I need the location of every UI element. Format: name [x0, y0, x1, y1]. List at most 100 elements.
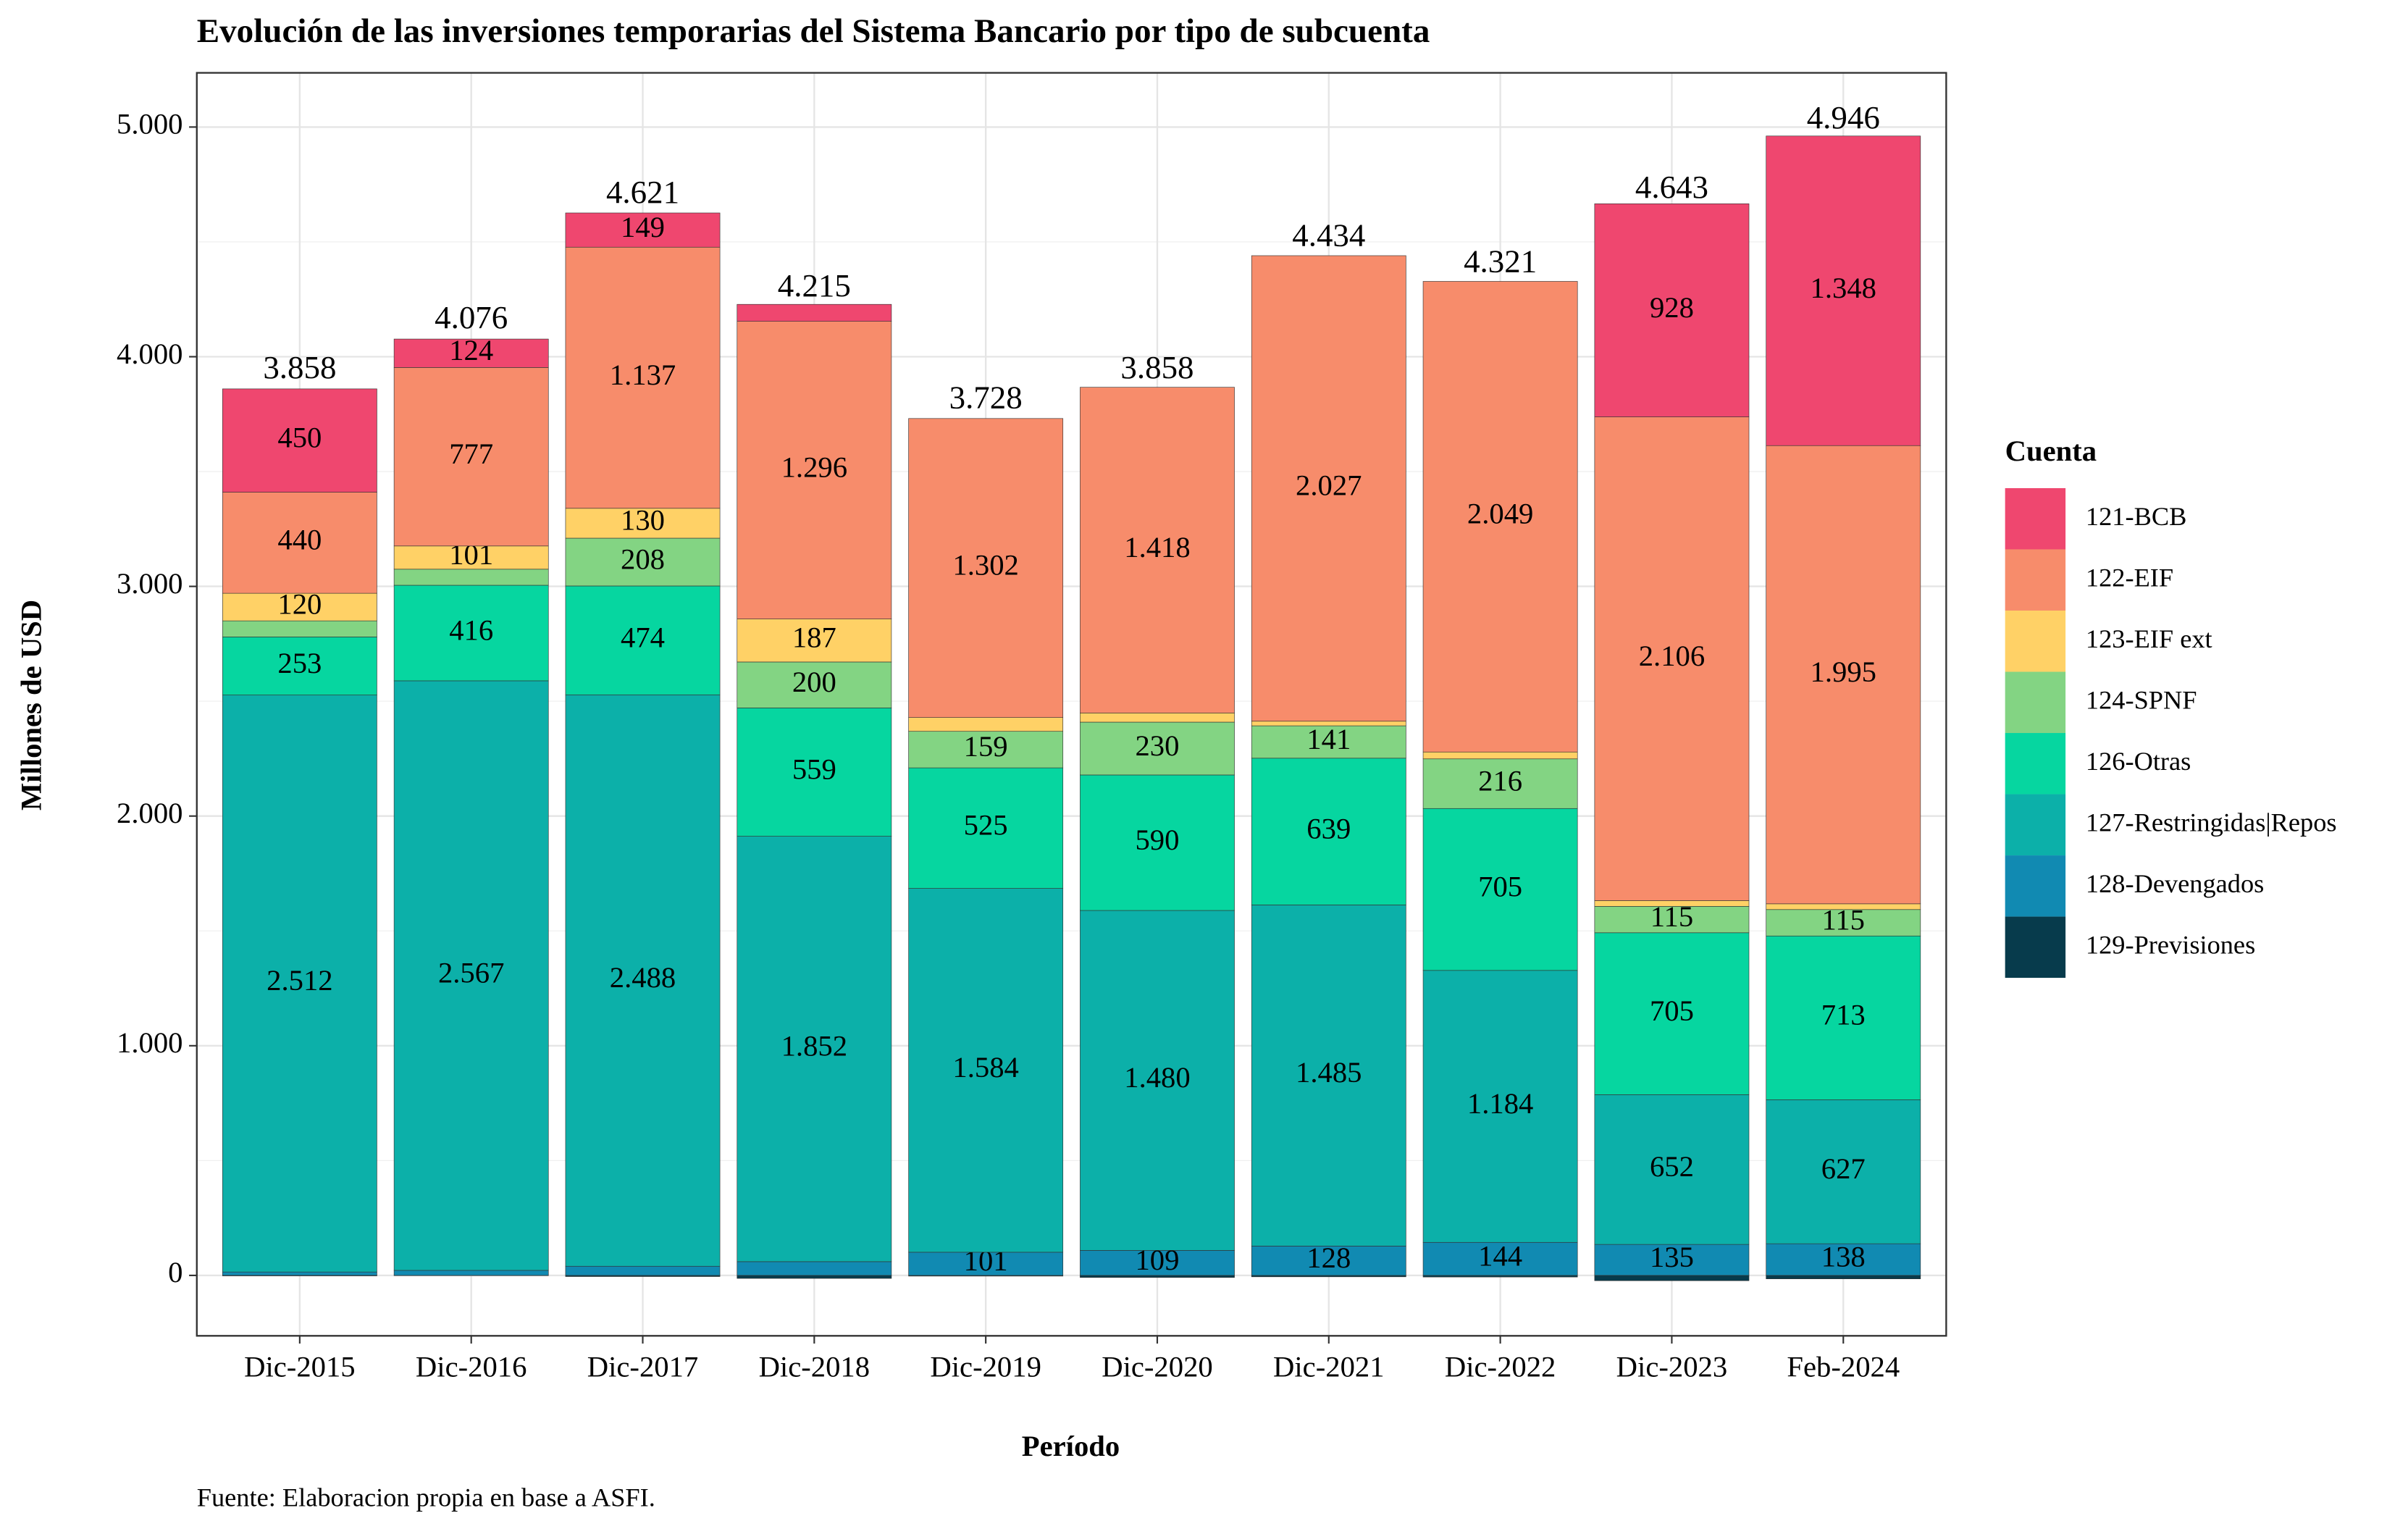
bar-segment — [222, 620, 377, 637]
bar-segment — [1766, 445, 1921, 905]
segment-label: 416 — [449, 613, 493, 646]
segment-label: 1.302 — [952, 549, 1018, 582]
total-label: 4.643 — [1635, 169, 1708, 205]
legend-label: 121-BCB — [2086, 502, 2186, 531]
bar-segment — [1080, 713, 1235, 723]
segment-label: 1.137 — [610, 359, 676, 391]
x-tick-label: Dic-2022 — [1445, 1351, 1556, 1383]
bar-segment — [1766, 1275, 1921, 1279]
legend-key — [2005, 671, 2066, 734]
segment-label: 187 — [792, 621, 836, 654]
x-tick-label: Dic-2019 — [930, 1351, 1041, 1383]
segment-label: 590 — [1135, 824, 1179, 856]
segment-label: 230 — [1135, 729, 1179, 762]
segment-label: 124 — [449, 334, 493, 366]
legend-label: 123-EIF ext — [2086, 624, 2212, 653]
bar-segment — [222, 695, 377, 1273]
legend-key — [2005, 733, 2066, 795]
segment-label: 1.584 — [952, 1051, 1018, 1084]
legend-title: Cuenta — [2005, 435, 2097, 467]
bar-segment — [908, 1252, 1064, 1276]
x-tick-label: Dic-2018 — [759, 1351, 870, 1383]
segment-label: 627 — [1821, 1152, 1866, 1185]
y-axis-label: Millones de USD — [14, 600, 47, 810]
segment-label: 149 — [621, 211, 665, 243]
bar-segment — [1422, 970, 1578, 1243]
segment-label: 1.995 — [1811, 655, 1876, 688]
bar-segment — [393, 367, 549, 547]
x-axis-label: Período — [1022, 1430, 1120, 1462]
segment-label: 208 — [621, 542, 665, 575]
total-label: 3.858 — [1120, 349, 1193, 385]
legend-label: 129-Previsiones — [2086, 931, 2255, 960]
bar-segment — [1251, 905, 1406, 1246]
segment-label: 141 — [1306, 723, 1351, 755]
segment-label: 559 — [792, 753, 836, 785]
segment-label: 1.485 — [1296, 1056, 1362, 1089]
segment-label: 200 — [792, 666, 836, 698]
bar-segment — [1594, 203, 1750, 417]
bar-segment — [1594, 416, 1750, 901]
bar-segment — [1251, 1246, 1406, 1276]
bar-segment — [1080, 1250, 1235, 1276]
bar-segment — [1080, 721, 1235, 776]
segment-label: 135 — [1650, 1241, 1694, 1273]
segment-label: 130 — [621, 504, 665, 537]
bar-segment — [565, 694, 721, 1267]
bar-segment — [565, 212, 721, 248]
y-tick-label: 4.000 — [117, 338, 183, 370]
bar-segment — [565, 585, 721, 695]
chart-title: Evolución de las inversiones temporarias… — [197, 12, 1430, 50]
segment-label: 253 — [277, 647, 322, 679]
segment-label: 713 — [1821, 999, 1866, 1031]
segment-label: 450 — [277, 422, 322, 454]
bar-segment — [1594, 932, 1750, 1095]
legend-label: 124-SPNF — [2086, 686, 2197, 715]
bar-segment — [737, 708, 892, 837]
panel-border — [196, 72, 1947, 1337]
x-tick-label: Feb-2024 — [1787, 1351, 1900, 1383]
bar-segment — [222, 492, 377, 594]
x-tick-label: Dic-2015 — [244, 1351, 356, 1383]
bar-segment — [737, 661, 892, 708]
bar-segment — [1766, 135, 1921, 446]
bar-segment — [1080, 387, 1235, 713]
bar-segment — [908, 717, 1064, 732]
caption: Fuente: Elaboracion propia en base a ASF… — [197, 1483, 655, 1512]
total-label: 4.076 — [435, 299, 508, 335]
bar-segment — [393, 680, 549, 1271]
bar-segment — [1594, 1275, 1750, 1281]
bar-segment — [1251, 725, 1406, 759]
segment-label: 440 — [277, 524, 322, 556]
bar-segment — [737, 836, 892, 1262]
segment-label: 1.418 — [1124, 531, 1190, 563]
bar-segment — [1422, 1241, 1578, 1276]
segment-label: 705 — [1478, 870, 1522, 902]
total-label: 4.621 — [606, 174, 679, 210]
x-tick-label: Dic-2021 — [1273, 1351, 1385, 1383]
total-label: 4.946 — [1807, 99, 1880, 135]
bar-segment — [565, 1265, 721, 1276]
legend-key — [2005, 794, 2066, 856]
segment-label: 2.512 — [267, 964, 332, 997]
segment-label: 2.049 — [1467, 498, 1533, 530]
y-tick-label: 3.000 — [117, 567, 183, 600]
total-label: 4.434 — [1292, 217, 1365, 254]
total-label: 4.215 — [778, 267, 851, 303]
total-label: 4.321 — [1464, 243, 1537, 279]
bar-segment — [565, 537, 721, 587]
bar-segment — [222, 388, 377, 493]
bar-segment — [737, 1261, 892, 1276]
bar-segment — [737, 1275, 892, 1279]
bar-segment — [1251, 721, 1406, 726]
legend-key — [2005, 549, 2066, 611]
legend-key — [2005, 855, 2066, 917]
bar-segment — [908, 888, 1064, 1253]
bar-segment — [1594, 1244, 1750, 1276]
legend-label: 126-Otras — [2086, 747, 2191, 776]
bar-segment — [1080, 774, 1235, 911]
legend-label: 122-EIF — [2086, 563, 2173, 592]
bar-segment — [1766, 1243, 1921, 1276]
bar-segment — [908, 731, 1064, 768]
bar-segment — [1422, 751, 1578, 760]
